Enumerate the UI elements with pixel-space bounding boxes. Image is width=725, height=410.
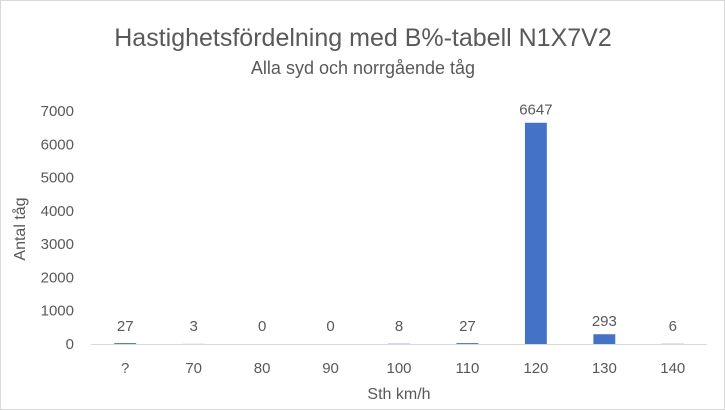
x-tick-label-100: 100 [386, 360, 411, 377]
x-tick-label-?: ? [121, 360, 129, 377]
data-labels: 27 3 0 0 8 27 6647 293 6 [117, 102, 677, 335]
y-tick-label-2000: 2000 [41, 269, 74, 286]
data-label-130: 293 [592, 313, 617, 330]
x-axis-title: Sth km/h [367, 386, 430, 403]
y-tick-label-7000: 7000 [41, 103, 74, 120]
bar-? [114, 343, 137, 344]
y-tick-label-0: 0 [66, 336, 74, 353]
x-tick-label-120: 120 [523, 360, 548, 377]
y-tick-label-4000: 4000 [41, 203, 74, 220]
data-label-100: 8 [395, 318, 403, 335]
data-label-120: 6647 [519, 102, 552, 119]
chart-subtitle: Alla syd och norrgående tåg [251, 58, 475, 78]
y-axis: 0 1000 2000 3000 4000 5000 6000 7000 [41, 103, 74, 353]
y-tick-label-1000: 1000 [41, 303, 74, 320]
y-tick-label-5000: 5000 [41, 170, 74, 187]
bar-110 [456, 343, 479, 344]
bar-120 [524, 122, 547, 345]
chart-title: Hastighetsfördelning med B%-tabell N1X7V… [114, 24, 612, 52]
data-label-140: 6 [669, 318, 677, 335]
x-tick-label-90: 90 [322, 360, 339, 377]
y-tick-label-6000: 6000 [41, 136, 74, 153]
data-label-90: 0 [326, 318, 334, 335]
x-tick-label-130: 130 [592, 360, 617, 377]
bar-130 [593, 334, 616, 344]
x-tick-label-80: 80 [254, 360, 271, 377]
y-tick-label-3000: 3000 [41, 236, 74, 253]
x-tick-label-110: 110 [455, 360, 479, 377]
data-label-?: 27 [117, 318, 134, 335]
data-label-80: 0 [258, 318, 266, 335]
y-axis-title: Antal tåg [11, 197, 29, 260]
x-tick-label-70: 70 [185, 360, 202, 377]
data-label-70: 3 [189, 318, 197, 335]
x-axis: ? 70 80 90 100 110 120 130 140 [121, 360, 685, 377]
x-tick-label-140: 140 [660, 360, 685, 377]
data-label-110: 27 [459, 318, 476, 335]
bars [114, 122, 684, 345]
